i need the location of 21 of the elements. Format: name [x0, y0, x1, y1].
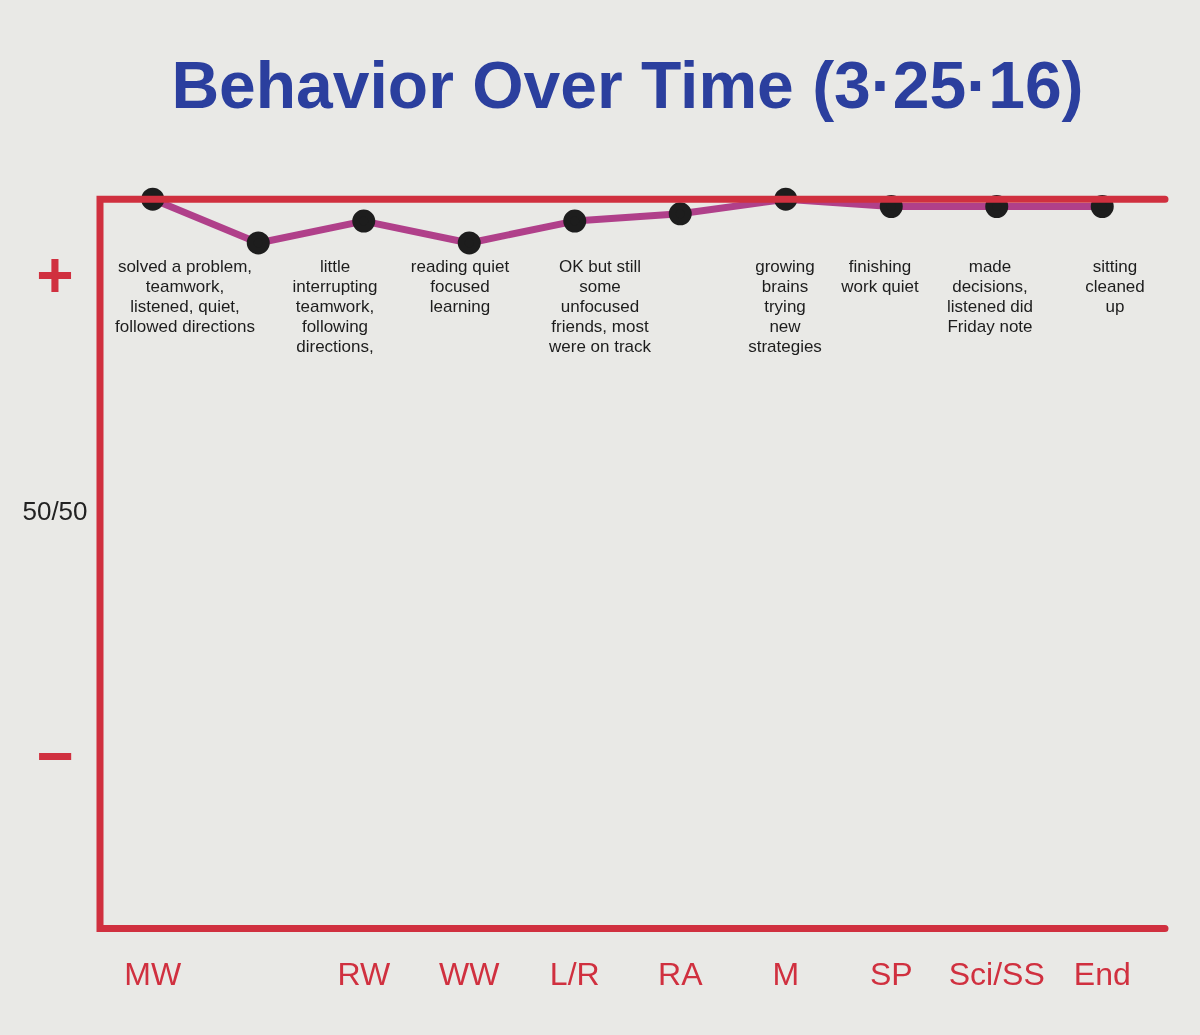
text: +	[36, 239, 74, 312]
annotation: growing brains trying new strategies	[748, 257, 822, 357]
x-tick-label: Sci/SS	[948, 955, 1045, 992]
annotation: sitting cleaned up	[1085, 257, 1145, 317]
annotation: solved a problem, teamwork, listened, quiet, followed directions	[115, 257, 255, 337]
x-tick-label: M	[772, 955, 800, 992]
annotation: little interrupting teamwork, following directions,	[292, 257, 378, 357]
x-tick-label: WW	[439, 955, 501, 992]
text: 50/50	[22, 496, 88, 527]
chart-title: Behavior Over Time (3·25·16)	[171, 47, 1084, 122]
text: −	[36, 720, 74, 793]
x-tick-label: RW	[337, 955, 391, 992]
annotation: finishing work quiet	[840, 257, 920, 297]
x-tick-label: SP	[869, 955, 913, 992]
x-tick-label: MW	[124, 955, 182, 992]
annotation: reading quiet focused learning	[410, 257, 510, 317]
x-tick-label: L/R	[549, 955, 600, 992]
annotation: made decisions, listened did Friday note	[946, 257, 1034, 337]
x-tick-label: End	[1073, 955, 1131, 992]
annotation: OK but still some unfocused friends, most were on track	[547, 257, 652, 357]
x-tick-label: RA	[658, 955, 704, 992]
